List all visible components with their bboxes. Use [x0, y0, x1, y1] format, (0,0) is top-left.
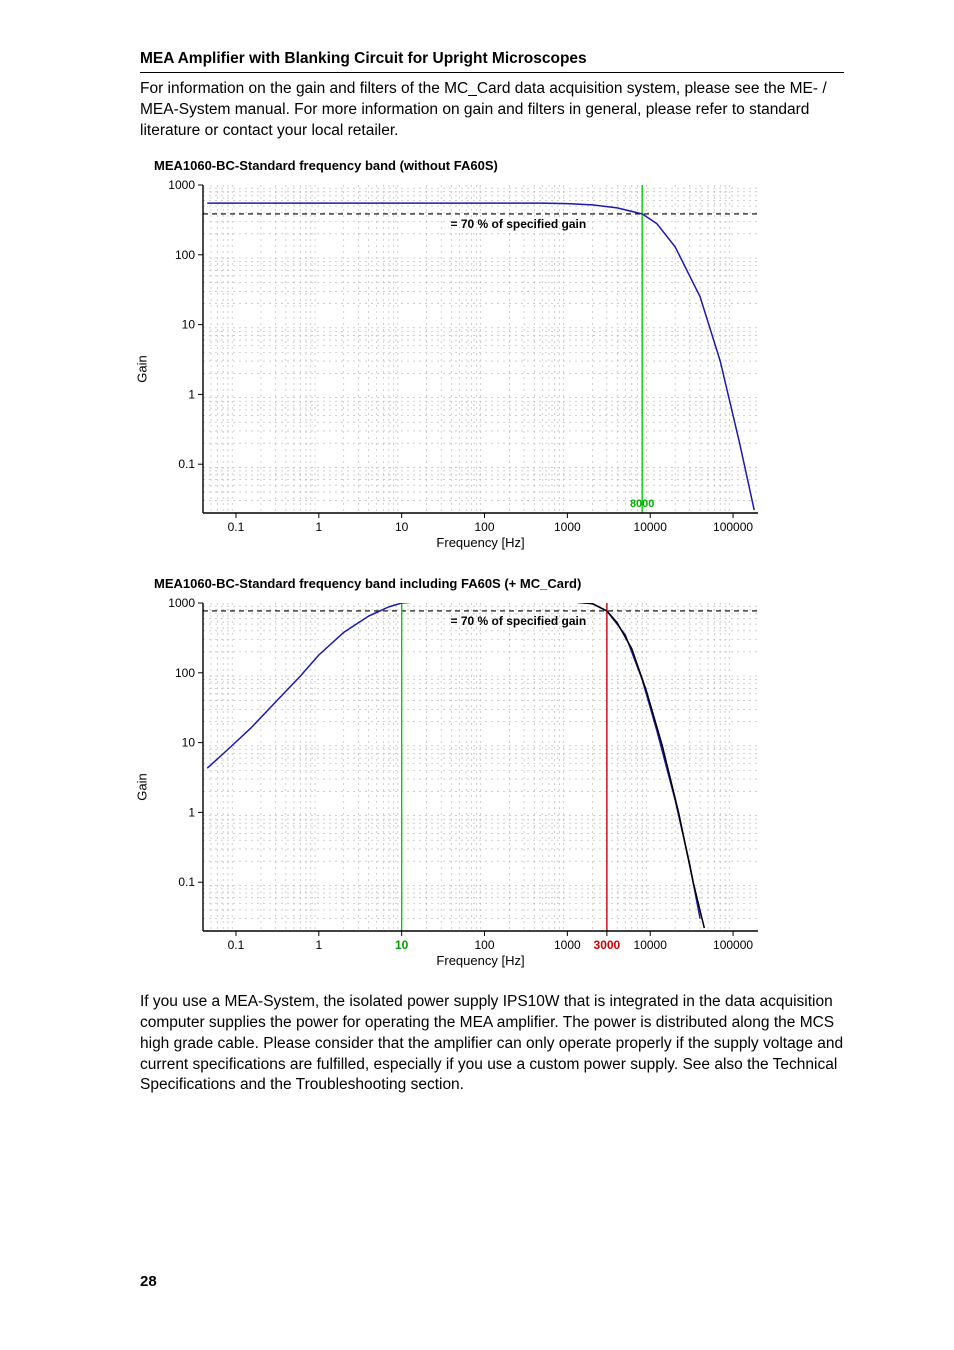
chart1-svg: 0.1 1 10 100 1000 10000 100000 0.1 1 10 100 1000 800… — [148, 179, 768, 555]
outro-paragraph: If you use a MEA-System, the isolated po… — [140, 992, 844, 1097]
svg-text:1000: 1000 — [554, 938, 581, 952]
svg-text:1000: 1000 — [554, 520, 581, 534]
svg-text:Frequency [Hz]: Frequency [Hz] — [436, 953, 524, 968]
svg-text:10000: 10000 — [634, 520, 668, 534]
svg-text:8000: 8000 — [630, 498, 654, 510]
svg-text:1: 1 — [188, 805, 195, 819]
chart1-container: Gain 0.11101001000100001000000.111010010… — [148, 179, 844, 560]
svg-text:100: 100 — [474, 938, 494, 952]
svg-text:0.1: 0.1 — [178, 875, 195, 889]
svg-text:10000: 10000 — [634, 938, 668, 952]
svg-text:1: 1 — [315, 520, 322, 534]
svg-text:100: 100 — [474, 520, 494, 534]
svg-text:= 70 % of specified gain: = 70 % of specified gain — [451, 614, 587, 628]
svg-text:1: 1 — [188, 387, 195, 401]
svg-text:1000: 1000 — [168, 179, 195, 192]
svg-text:10: 10 — [182, 735, 196, 749]
svg-text:0.1: 0.1 — [228, 938, 245, 952]
svg-text:0.1: 0.1 — [178, 457, 195, 471]
svg-text:10: 10 — [395, 520, 409, 534]
chart2-svg: 0.1 1 10 100 1000 3000 10000 100000 0.1 1 10 100 100… — [148, 597, 768, 973]
svg-text:10: 10 — [395, 938, 409, 952]
chart1-ylabel: Gain — [135, 356, 150, 383]
svg-text:3000: 3000 — [594, 938, 621, 952]
svg-text:= 70 % of specified gain: = 70 % of specified gain — [451, 217, 587, 231]
page-number: 28 — [140, 1273, 157, 1290]
svg-text:100: 100 — [175, 248, 195, 262]
svg-text:1: 1 — [315, 938, 322, 952]
chart2-ylabel: Gain — [135, 774, 150, 801]
chart2-container: Gain 0.111010010003000100001000000.11101… — [148, 597, 844, 978]
svg-text:10: 10 — [182, 317, 196, 331]
intro-paragraph: For information on the gain and filters … — [140, 79, 844, 142]
chart1-title: MEA1060-BC-Standard frequency band (with… — [154, 158, 844, 173]
svg-text:Frequency [Hz]: Frequency [Hz] — [436, 535, 524, 550]
page-title: MEA Amplifier with Blanking Circuit for … — [140, 50, 844, 73]
svg-text:100: 100 — [175, 666, 195, 680]
chart2-title: MEA1060-BC-Standard frequency band inclu… — [154, 576, 844, 591]
svg-text:100000: 100000 — [713, 938, 753, 952]
svg-text:100000: 100000 — [713, 520, 753, 534]
svg-text:0.1: 0.1 — [228, 520, 245, 534]
svg-text:1000: 1000 — [168, 597, 195, 610]
